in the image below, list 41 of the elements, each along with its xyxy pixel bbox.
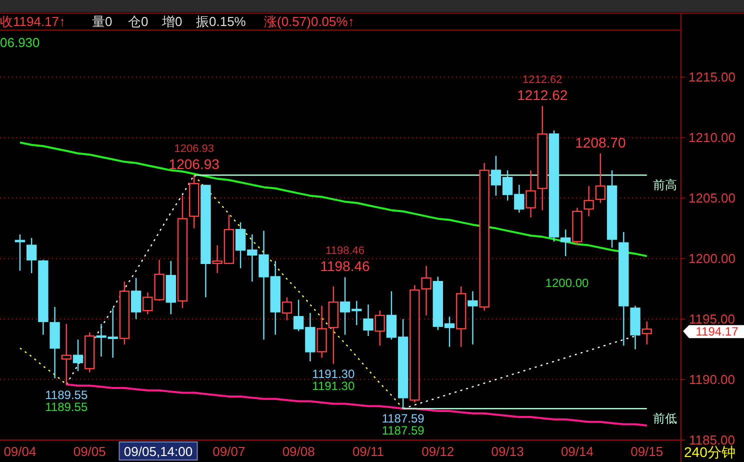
x-tick-label: 09/11 xyxy=(352,444,384,459)
text: 收1194.17↑ xyxy=(0,14,66,29)
x-tick-label: 09/07 xyxy=(212,444,246,459)
y-tick-label: 1190.00 xyxy=(688,372,736,388)
annotation: 1212.62 xyxy=(517,86,568,103)
annotation: 1212.62 xyxy=(522,74,562,86)
y-tick-label: 1200.00 xyxy=(688,251,736,266)
x-tick-label: 09/04 xyxy=(4,444,36,459)
y-tick-label: 1215.00 xyxy=(688,70,736,85)
x-tick-label: 09/14 xyxy=(560,444,594,459)
annotation: 1191.30 xyxy=(312,378,355,393)
text: 1194.17 xyxy=(696,324,739,339)
annotation: 1187.59 xyxy=(382,424,425,438)
y-tick-label: 1195.00 xyxy=(688,312,736,327)
series-label: 前低 xyxy=(652,412,677,426)
y-tick-label: 1210.00 xyxy=(688,130,736,146)
annotation: 1198.46 xyxy=(320,258,370,274)
annotation: 1206.93 xyxy=(174,142,214,155)
annotation: 1187.59 xyxy=(382,412,425,426)
y-tick-label: 1205.00 xyxy=(688,190,736,206)
text: 240分钟 xyxy=(684,444,736,460)
annotation: 1198.46 xyxy=(326,245,365,258)
x-tick-label: 09/05 xyxy=(73,444,106,459)
annotation: 1191.30 xyxy=(312,366,355,381)
annotation: 1189.55 xyxy=(45,388,88,402)
annotation: 06.930 xyxy=(0,35,40,50)
series-label: 前高 xyxy=(652,178,677,192)
text: 量0 xyxy=(92,14,112,29)
x-tick-label: 09/12 xyxy=(422,444,454,459)
annotation: 1206.93 xyxy=(168,156,220,172)
x-tick-label: 09/15 xyxy=(630,444,664,459)
x-tick-label: 09/08 xyxy=(282,444,315,459)
annotation: 1189.55 xyxy=(45,400,88,414)
text: 仓0 xyxy=(128,14,148,29)
text: 振0.15% xyxy=(196,14,246,29)
x-tick-label: 09/13 xyxy=(491,444,524,459)
text: 09/05,14:00 xyxy=(124,444,193,459)
annotation: 1200.00 xyxy=(545,276,590,290)
text: 增0 xyxy=(161,14,182,29)
annotation: 1208.70 xyxy=(575,134,626,150)
text: 涨(0.57)0.05%↑ xyxy=(264,14,354,29)
